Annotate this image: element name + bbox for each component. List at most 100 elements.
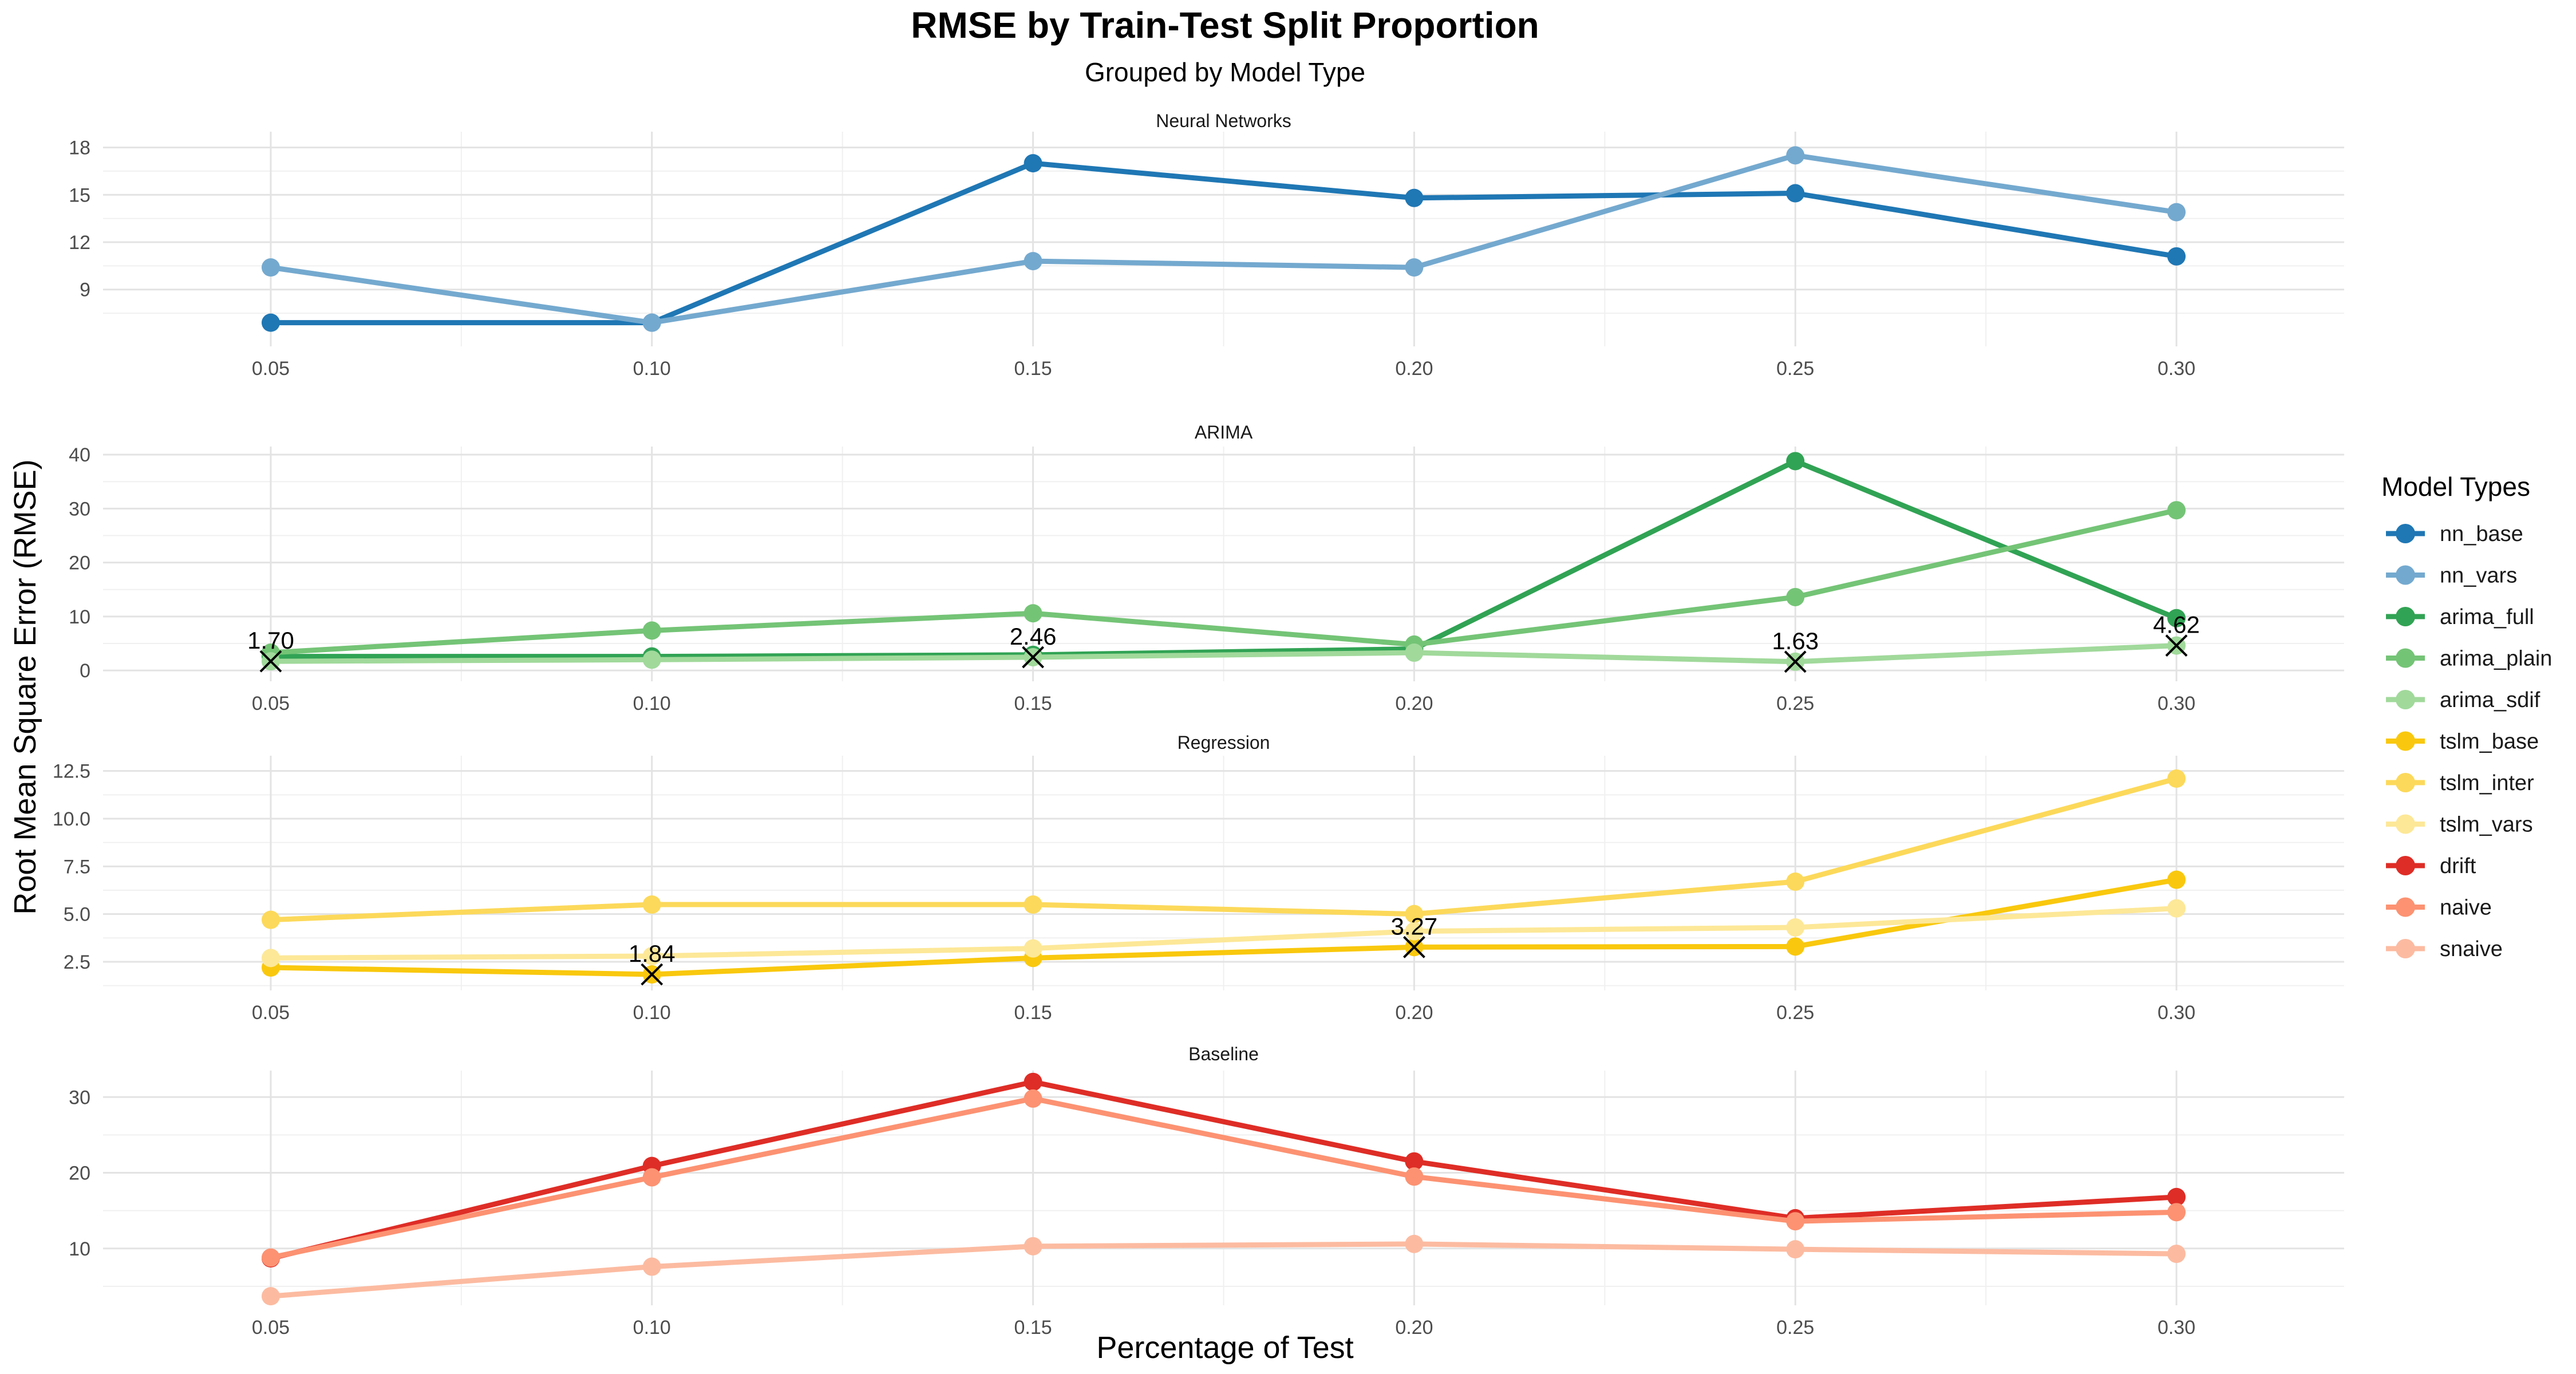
legend-item-arima_sdif: arima_sdif xyxy=(2386,688,2541,712)
data-point-drift xyxy=(2167,1187,2186,1206)
data-point-tslm_vars xyxy=(1024,939,1042,958)
legend-item-tslm_vars: tslm_vars xyxy=(2386,813,2533,837)
legend-key-point xyxy=(2396,565,2415,585)
x-tick-label: 0.30 xyxy=(2158,358,2195,380)
x-tick-label: 0.15 xyxy=(1014,1317,1052,1339)
y-tick-label: 18 xyxy=(69,137,90,159)
data-point-tslm_inter xyxy=(642,895,661,914)
data-point-snaive xyxy=(1405,1234,1424,1253)
y-tick-label: 2.5 xyxy=(64,951,90,973)
data-point-snaive xyxy=(642,1257,661,1276)
legend-label: arima_full xyxy=(2440,605,2534,629)
data-point-tslm_vars xyxy=(642,947,661,965)
series-naive xyxy=(261,1089,2186,1267)
panel-title: Regression xyxy=(1178,732,1270,753)
data-point-nn_vars xyxy=(1024,252,1042,271)
series-tslm_inter xyxy=(261,769,2186,929)
data-point-snaive xyxy=(2167,1245,2186,1264)
legend-item-snaive: snaive xyxy=(2386,937,2503,961)
y-tick-label: 40 xyxy=(69,444,90,466)
legend-label: tslm_inter xyxy=(2440,771,2534,795)
y-tick-label: 10 xyxy=(69,606,90,628)
series-line-arima_full xyxy=(268,458,2179,660)
highlight-marker: 3.27 xyxy=(1391,913,1437,958)
x-tick-label: 0.20 xyxy=(1395,693,1433,714)
y-tick-label: 0 xyxy=(80,660,90,682)
data-point-arima_sdif xyxy=(1405,643,1424,662)
series-snaive xyxy=(261,1234,2186,1306)
panel-0: Neural Networks 9 12 15 18 0.05 0.10 0.15 0.20 0.… xyxy=(69,110,2344,380)
legend-item-nn_base: nn_base xyxy=(2386,522,2523,546)
legend-key-point xyxy=(2396,897,2415,917)
y-axis-label: Root Mean Square Error (RMSE) xyxy=(8,459,42,914)
x-tick-label: 0.20 xyxy=(1395,1002,1433,1024)
chart-subtitle: Grouped by Model Type xyxy=(1085,57,1365,87)
highlight-marker: 4.62 xyxy=(2153,611,2200,657)
panel-1: ARIMA 0 10 20 30 40 0.05 0.10 0.15 0.20 0.25 0.30 1.… xyxy=(69,422,2344,714)
legend-key-point xyxy=(2396,648,2415,668)
x-tick-label: 0.20 xyxy=(1395,358,1433,380)
panel-3: Baseline 10 20 30 0.05 0.10 0.15 0.20 0.25 0.30 xyxy=(69,1044,2344,1339)
panel-title: Baseline xyxy=(1188,1044,1259,1064)
highlight-label: 1.70 xyxy=(247,627,294,654)
data-point-nn_base xyxy=(1786,184,1805,203)
data-point-drift xyxy=(1405,1152,1424,1171)
legend-item-arima_plain: arima_plain xyxy=(2386,647,2552,671)
x-tick-label: 0.30 xyxy=(2158,1002,2195,1024)
panel-title: ARIMA xyxy=(1195,422,1253,443)
data-point-nn_vars xyxy=(1786,146,1805,165)
x-tick-label: 0.10 xyxy=(633,693,671,714)
y-tick-label: 30 xyxy=(69,498,90,520)
x-tick-label: 0.10 xyxy=(633,1002,671,1024)
series-nn_vars xyxy=(261,146,2186,332)
highlight-marker: 1.63 xyxy=(1772,627,1819,673)
x-tick-label: 0.30 xyxy=(2158,693,2195,714)
legend-key-point xyxy=(2396,939,2415,958)
data-point-nn_base xyxy=(1405,188,1424,207)
data-point-snaive xyxy=(261,1287,280,1306)
y-tick-label: 10 xyxy=(69,1238,90,1260)
data-point-tslm_vars xyxy=(2167,899,2186,918)
legend-item-drift: drift xyxy=(2386,854,2476,878)
highlight-marker: 1.84 xyxy=(629,940,675,986)
series-tslm_vars xyxy=(261,899,2186,968)
highlight-cross xyxy=(2165,634,2188,657)
data-point-tslm_base xyxy=(1786,937,1805,956)
data-point-tslm_base xyxy=(2167,870,2186,889)
data-point-arima_full xyxy=(1786,452,1805,471)
legend-item-naive: naive xyxy=(2386,896,2492,920)
data-point-tslm_inter xyxy=(261,910,280,929)
series-line-tslm_inter xyxy=(268,776,2179,923)
data-point-tslm_inter xyxy=(1786,872,1805,891)
legend-item-arima_full: arima_full xyxy=(2386,605,2534,629)
data-point-naive xyxy=(1405,1167,1424,1186)
x-tick-label: 0.10 xyxy=(633,358,671,380)
x-tick-label: 0.25 xyxy=(1776,693,1814,714)
x-tick-label: 0.25 xyxy=(1776,358,1814,380)
highlight-marker: 1.70 xyxy=(247,627,294,673)
x-tick-label: 0.05 xyxy=(252,1317,290,1339)
x-tick-label: 0.20 xyxy=(1395,1317,1433,1339)
data-point-nn_vars xyxy=(1405,258,1424,277)
panel-title: Neural Networks xyxy=(1156,110,1291,131)
legend-key-point xyxy=(2396,690,2415,709)
y-tick-label: 7.5 xyxy=(64,856,90,878)
legend-label: snaive xyxy=(2440,937,2503,961)
x-tick-label: 0.15 xyxy=(1014,358,1052,380)
data-point-naive xyxy=(1024,1089,1042,1108)
legend-label: drift xyxy=(2440,854,2476,878)
y-tick-label: 30 xyxy=(69,1087,90,1108)
data-point-naive xyxy=(261,1248,280,1267)
series-line-arima_plain xyxy=(268,507,2179,656)
series-line-tslm_vars xyxy=(268,906,2179,961)
y-tick-label: 12 xyxy=(69,232,90,254)
highlight-label: 2.46 xyxy=(1010,623,1057,650)
data-point-snaive xyxy=(1024,1237,1042,1255)
legend-label: tslm_base xyxy=(2440,730,2539,754)
highlight-cross xyxy=(1022,646,1045,669)
legend-label: naive xyxy=(2440,896,2492,920)
y-tick-label: 10.0 xyxy=(53,808,90,830)
data-point-naive xyxy=(1786,1212,1805,1231)
